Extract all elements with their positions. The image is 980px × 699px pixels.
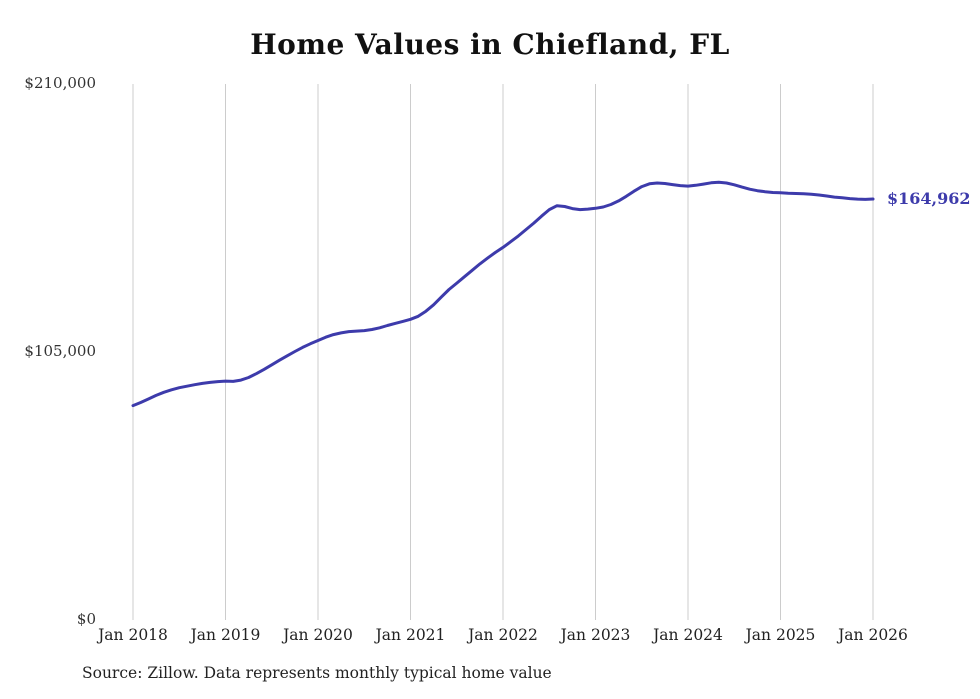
source-note: Source: Zillow. Data represents monthly … <box>82 664 552 682</box>
x-tick-label: Jan 2023 <box>560 626 631 644</box>
x-tick-label: Jan 2021 <box>375 626 446 644</box>
final-value-annotation: $164,962 <box>887 188 971 208</box>
x-tick-label: Jan 2022 <box>468 626 538 644</box>
chart-title: Home Values in Chiefland, FL <box>250 28 730 61</box>
x-tick-label: Jan 2020 <box>283 626 353 644</box>
x-tick-label: Jan 2018 <box>98 626 168 644</box>
y-tick-label: $0 <box>76 610 96 628</box>
x-tick-label: Jan 2019 <box>190 626 261 644</box>
y-tick-label: $210,000 <box>24 74 96 92</box>
x-tick-label: Jan 2026 <box>838 626 908 644</box>
x-tick-label: Jan 2025 <box>745 626 816 644</box>
x-tick-label: Jan 2024 <box>653 626 723 644</box>
y-tick-label: $105,000 <box>24 342 96 360</box>
gridlines-group <box>132 84 874 620</box>
home-value-line <box>131 180 875 408</box>
